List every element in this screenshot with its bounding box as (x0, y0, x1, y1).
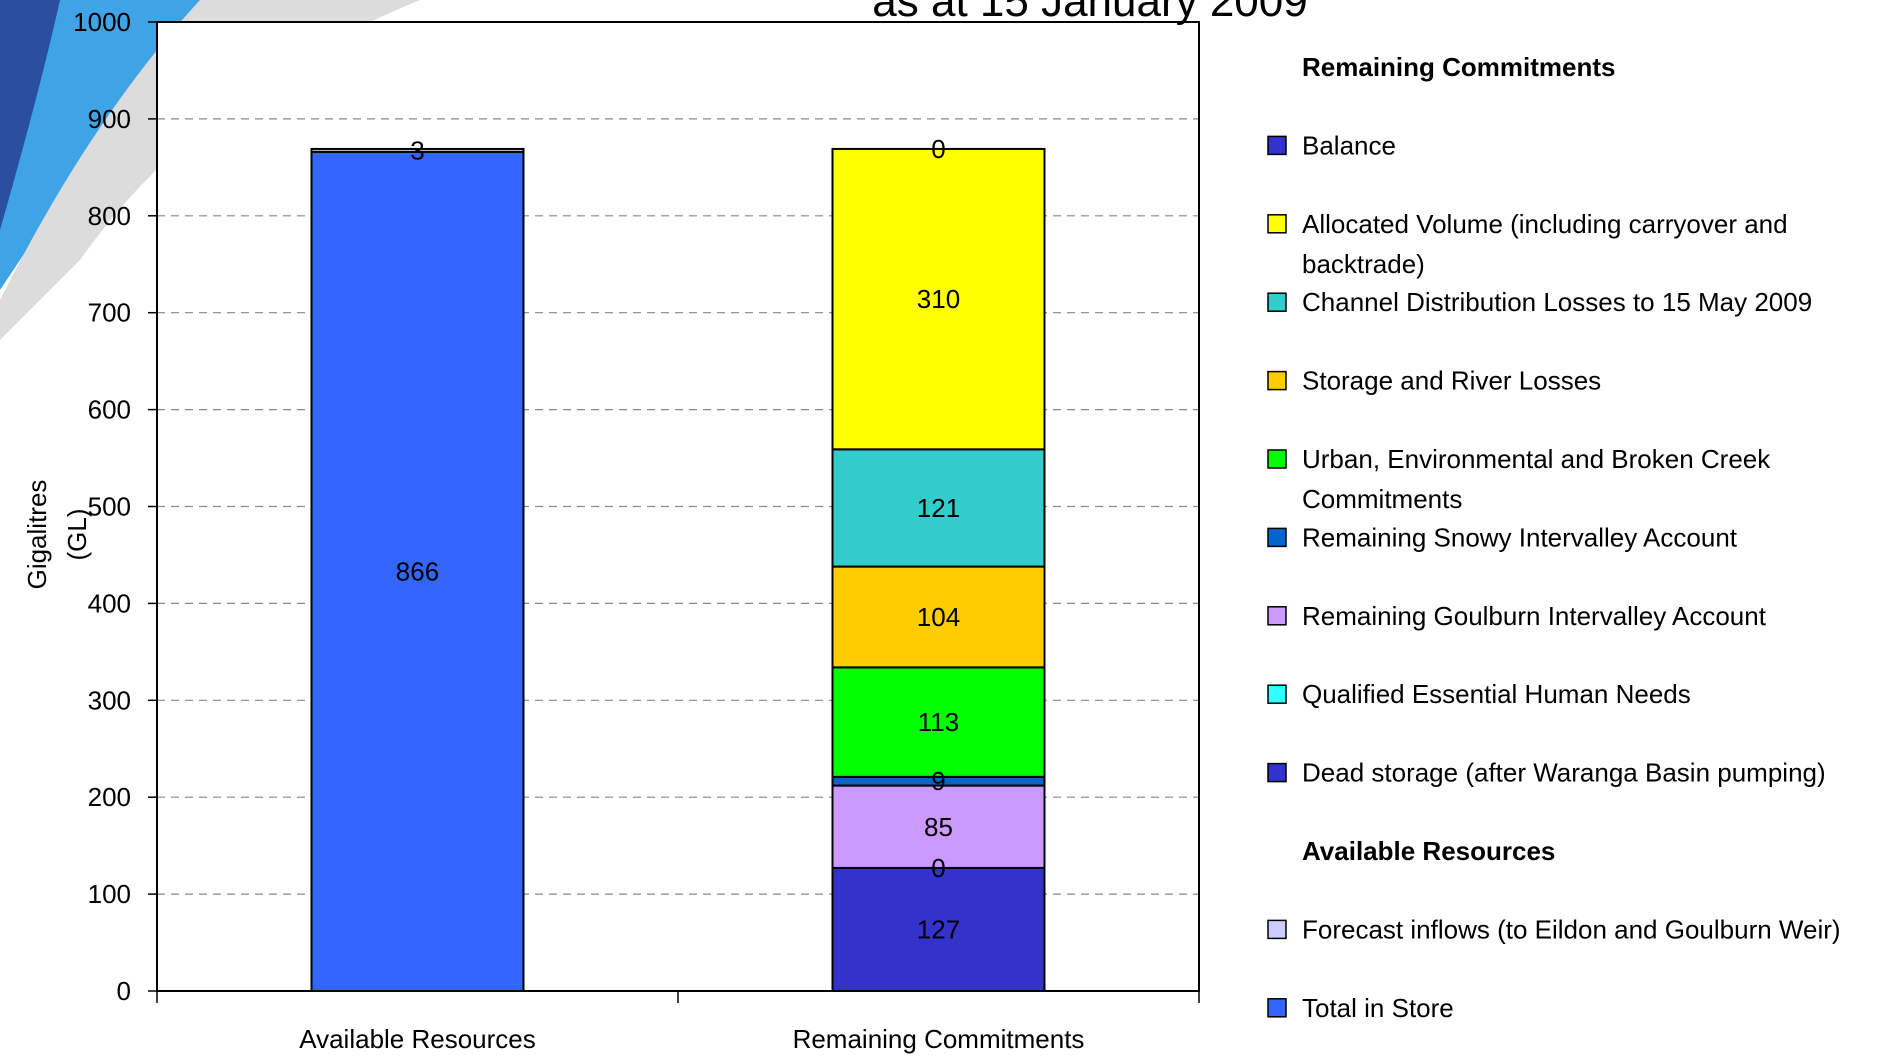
text-line: Storage and River Losses (1302, 366, 1601, 396)
bar-segment (831, 866, 1046, 993)
y-tick-label: 800 (88, 201, 131, 231)
data-label: 310 (917, 284, 960, 314)
data-label: 866 (396, 556, 439, 586)
legend-swatch (1267, 919, 1287, 940)
data-label: 85 (924, 812, 953, 842)
data-label: 9 (931, 766, 945, 796)
text-line: Allocated Volume (including carryover an… (1302, 209, 1788, 239)
x-tick-label: Available Resources (299, 1024, 536, 1054)
text-line: backtrade) (1302, 249, 1425, 279)
legend-label: Total in Store (1302, 993, 1454, 1023)
y-axis-label: Gigalitres (GL) (22, 480, 92, 590)
legend-swatch (1267, 292, 1287, 312)
legend-label: Remaining Goulburn Intervalley Account (1302, 601, 1767, 631)
text-line: Gigalitres (22, 480, 52, 590)
legend-swatch (1267, 135, 1287, 156)
data-label: 121 (917, 493, 960, 523)
legend-swatch (1267, 762, 1287, 783)
text-line: Qualified Essential Human Needs (1302, 679, 1691, 709)
text-line: Remaining Goulburn Intervalley Account (1302, 601, 1767, 631)
y-tick-label: 600 (88, 395, 131, 425)
legend-label: Allocated Volume (including carryover an… (1302, 209, 1788, 279)
data-label: 113 (918, 707, 959, 737)
y-tick-label: 300 (88, 685, 131, 715)
text-line: (GL) (62, 509, 92, 561)
y-tick-label: 700 (88, 298, 131, 328)
data-label: 0 (931, 853, 945, 883)
bar-segment (831, 147, 1046, 451)
bar-segment (310, 150, 525, 992)
legend-swatch (1267, 370, 1287, 391)
y-tick-label: 500 (88, 492, 131, 522)
y-tick-label: 1000 (73, 7, 131, 37)
data-label: 104 (917, 602, 960, 632)
text-line: Dead storage (after Waranga Basin pumpin… (1302, 758, 1826, 788)
y-tick-label: 900 (88, 104, 131, 134)
text-line: Urban, Environmental and Broken Creek (1302, 444, 1771, 474)
data-label: 0 (931, 134, 945, 164)
legend-label: Channel Distribution Losses to 15 May 20… (1302, 287, 1812, 317)
legend-swatch (1267, 684, 1287, 704)
data-label: 127 (917, 914, 960, 944)
legend-swatch (1267, 214, 1287, 234)
text-line: Remaining Snowy Intervalley Account (1302, 522, 1738, 552)
legend-swatch (1267, 449, 1287, 469)
text-line: Balance (1302, 130, 1396, 160)
text-line: Commitments (1302, 484, 1462, 514)
legend-label: Remaining Snowy Intervalley Account (1302, 522, 1738, 552)
legend-label: Dead storage (after Waranga Basin pumpin… (1302, 758, 1826, 788)
bar-segment (831, 666, 1046, 778)
text-line: Forecast inflows (to Eildon and Goulburn… (1302, 914, 1841, 944)
data-label: 3 (410, 135, 424, 165)
legend-label: Urban, Environmental and Broken Creek Com… (1302, 444, 1771, 514)
legend-swatch (1267, 998, 1287, 1018)
bar-segment (310, 147, 525, 153)
text-line: Channel Distribution Losses to 15 May 20… (1302, 287, 1812, 317)
legend-label: Qualified Essential Human Needs (1302, 679, 1691, 709)
legend-label: Balance (1302, 130, 1396, 160)
legend-header: Remaining Commitments (1302, 52, 1616, 82)
legend-label: Storage and River Losses (1302, 366, 1601, 396)
y-tick-label: 200 (88, 782, 131, 812)
text-line: Total in Store (1302, 993, 1454, 1023)
legend-swatch (1267, 527, 1287, 548)
y-tick-label: 100 (88, 879, 131, 909)
legend-swatch (1267, 606, 1287, 626)
legend-label: Forecast inflows (to Eildon and Goulburn… (1302, 914, 1841, 944)
x-tick-label: Remaining Commitments (793, 1024, 1085, 1054)
legend-header: Available Resources (1302, 836, 1555, 866)
y-tick-label: 0 (117, 976, 131, 1006)
y-tick-label: 400 (88, 588, 131, 618)
bar-segment (831, 448, 1046, 568)
